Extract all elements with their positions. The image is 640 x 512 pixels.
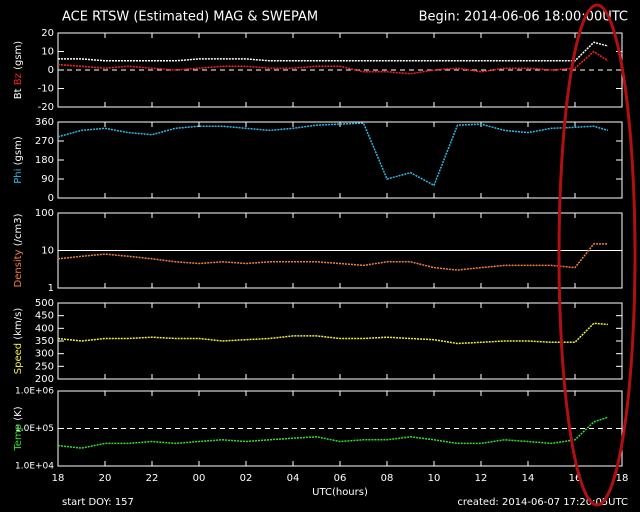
legend-entry: Bz bbox=[13, 73, 24, 85]
y-tick-label: 250 bbox=[35, 361, 54, 372]
y-tick-label: 400 bbox=[35, 323, 54, 334]
y-axis-unit: (/cm3) bbox=[13, 213, 24, 246]
y-axis-label: Speed (km/s) bbox=[13, 308, 24, 375]
x-tick-label: 22 bbox=[146, 473, 159, 484]
x-tick-label: 14 bbox=[522, 473, 535, 484]
y-tick-label: -10 bbox=[38, 84, 54, 95]
begin-time: Begin: 2014-06-06 18:00:00UTC bbox=[419, 10, 628, 25]
y-axis-label: Density (/cm3) bbox=[13, 213, 24, 287]
y-tick-label: 1 bbox=[48, 283, 54, 294]
start-doy: start DOY: 157 bbox=[62, 497, 134, 508]
legend-entry: Density bbox=[13, 249, 24, 287]
x-tick-label: 18 bbox=[616, 473, 629, 484]
y-axis-label: Temp (K) bbox=[13, 406, 24, 451]
x-tick-label: 12 bbox=[475, 473, 488, 484]
y-axis-label: Phi (gsm) bbox=[13, 136, 24, 184]
y-tick-label: 270 bbox=[35, 136, 54, 147]
data-line bbox=[57, 50, 609, 75]
x-tick-label: 02 bbox=[240, 473, 253, 484]
y-axis-label: Bt Bz (gsm) bbox=[13, 41, 24, 99]
y-tick-label: 350 bbox=[35, 336, 54, 347]
y-tick-label: 1.0E+06 bbox=[15, 387, 54, 397]
y-tick-label: 200 bbox=[35, 374, 54, 385]
y-tick-label: 500 bbox=[35, 298, 54, 309]
data-line bbox=[57, 122, 609, 187]
data-line bbox=[58, 41, 609, 62]
x-tick-label: 00 bbox=[193, 473, 206, 484]
x-tick-label: 06 bbox=[334, 473, 347, 484]
data-line bbox=[57, 322, 608, 345]
x-tick-label: 18 bbox=[52, 473, 65, 484]
y-tick-label: 0 bbox=[48, 193, 54, 204]
x-tick-label: 16 bbox=[569, 473, 582, 484]
x-tick-label: 20 bbox=[99, 473, 112, 484]
legend-entry: Speed bbox=[13, 343, 24, 374]
legend-entry: Phi bbox=[13, 169, 24, 184]
data-line bbox=[57, 243, 608, 271]
legend-entry: Temp bbox=[13, 424, 24, 452]
y-tick-label: 300 bbox=[35, 349, 54, 360]
y-tick-label: 10 bbox=[41, 246, 54, 257]
y-tick-label: 10 bbox=[41, 47, 54, 58]
created-time: created: 2014-06-07 17:20:05UTC bbox=[457, 497, 628, 508]
y-axis-unit: (K) bbox=[13, 406, 24, 420]
chart-title: ACE RTSW (Estimated) MAG & SWEPAM bbox=[62, 10, 318, 25]
y-tick-label: -20 bbox=[38, 102, 54, 113]
y-tick-label: 1.0E+04 bbox=[15, 462, 54, 472]
x-axis-label: UTC(hours) bbox=[312, 487, 368, 498]
y-tick-label: 20 bbox=[41, 28, 54, 39]
y-tick-label: 0 bbox=[48, 65, 54, 76]
x-tick-label: 04 bbox=[287, 473, 300, 484]
y-tick-label: 100 bbox=[35, 208, 54, 219]
x-tick-label: 10 bbox=[428, 473, 441, 484]
y-tick-label: 1.0E+05 bbox=[15, 424, 54, 434]
legend-entry: Bt bbox=[13, 88, 24, 99]
y-axis-unit: (gsm) bbox=[13, 41, 24, 70]
data-line bbox=[57, 416, 609, 449]
y-tick-label: 180 bbox=[35, 155, 54, 166]
x-tick-label: 08 bbox=[381, 473, 394, 484]
y-tick-label: 360 bbox=[35, 117, 54, 128]
y-tick-label: 90 bbox=[41, 174, 54, 185]
y-axis-unit: (gsm) bbox=[13, 136, 24, 165]
highlight-ellipse bbox=[557, 3, 637, 507]
y-axis-unit: (km/s) bbox=[13, 308, 24, 340]
y-tick-label: 450 bbox=[35, 311, 54, 322]
